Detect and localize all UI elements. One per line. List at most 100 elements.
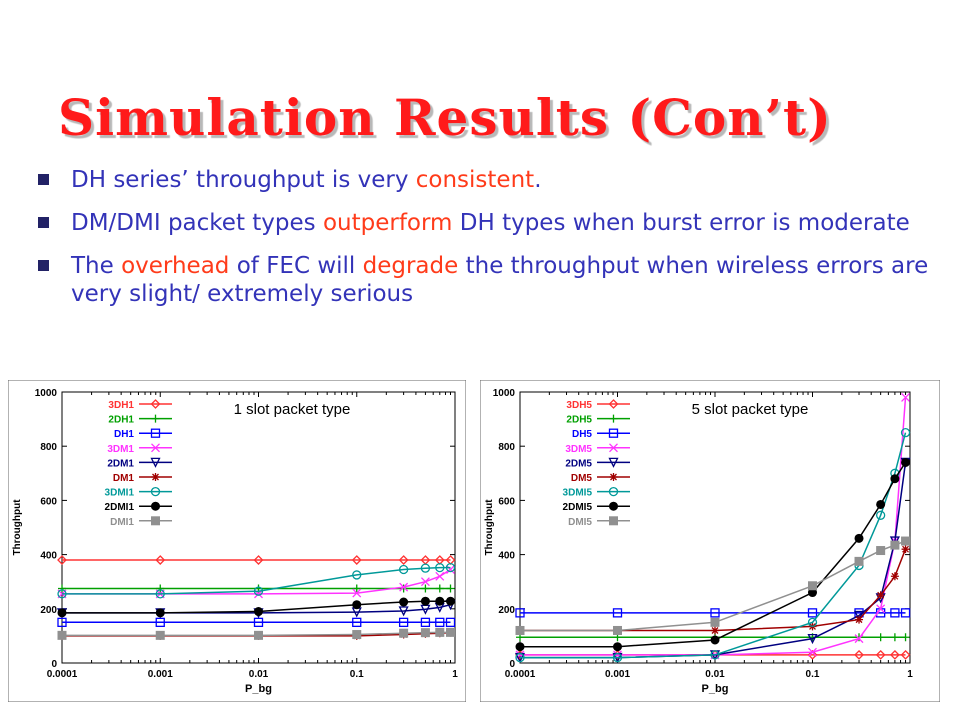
data-point (155, 555, 166, 565)
legend-marker (609, 501, 618, 511)
y-tick-label: 1000 (493, 388, 516, 399)
data-point (900, 428, 911, 438)
x-tick-label: 0.1 (806, 669, 820, 680)
data-point (807, 617, 818, 628)
x-tick-label: 0.0001 (505, 669, 536, 680)
series-DMI5 (515, 536, 911, 635)
data-point (875, 649, 886, 660)
data-point (435, 627, 445, 637)
data-point (890, 572, 899, 581)
legend-label: DMI5 (568, 517, 592, 528)
data-point (901, 545, 910, 554)
data-point (855, 633, 864, 642)
data-point (352, 570, 362, 580)
legend-label: 2DMI1 (105, 502, 135, 513)
data-point (854, 533, 864, 543)
data-point (889, 649, 900, 660)
data-point (612, 652, 623, 663)
y-tick-label: 600 (40, 496, 57, 507)
legend-label: 2DM5 (565, 458, 592, 469)
legend-label: DH1 (114, 429, 134, 440)
data-point (57, 555, 67, 565)
data-point (875, 510, 886, 520)
data-point (446, 565, 455, 574)
data-point (876, 591, 885, 600)
legend-label: DMI1 (110, 517, 134, 528)
legend-label: 3DH5 (566, 400, 592, 411)
data-point (420, 617, 431, 628)
data-point (710, 617, 720, 627)
data-point (352, 630, 362, 640)
series-DMI1 (57, 627, 456, 640)
legend-marker (151, 414, 160, 423)
legend-marker (609, 443, 618, 453)
series-2DH1 (58, 584, 455, 593)
data-point (399, 582, 409, 592)
legend: 3DH5 2DH5 DH5 3DM5 2DM5 DM5 3DMI5 2DMI5 DMI5 (563, 399, 630, 528)
data-point (900, 649, 911, 660)
data-point (399, 584, 408, 593)
data-point (445, 562, 456, 573)
data-point (399, 628, 409, 638)
data-point (515, 642, 525, 652)
legend-label: 3DM1 (107, 444, 134, 455)
chart-frame (480, 380, 940, 702)
data-point (254, 607, 263, 617)
x-axis-label: P_bg (245, 683, 272, 695)
data-point (421, 584, 430, 593)
data-point (435, 584, 444, 593)
data-point (711, 626, 719, 635)
data-point (398, 564, 409, 575)
bullet-square-icon (38, 217, 49, 228)
data-point (515, 608, 525, 618)
data-point (420, 596, 430, 606)
data-point (613, 642, 622, 652)
data-point (853, 610, 865, 622)
data-point (253, 555, 264, 565)
data-point (254, 630, 263, 640)
legend-label: 2DH1 (108, 415, 134, 426)
data-point (854, 649, 864, 660)
data-point (435, 562, 445, 573)
x-axis-label: P_bg (702, 683, 729, 695)
data-point (398, 617, 409, 628)
legend-label: DM1 (113, 473, 135, 484)
data-point (420, 563, 431, 573)
legend-label: 2DMI5 (563, 502, 593, 513)
series-DH1 (57, 617, 456, 628)
data-point (854, 556, 864, 566)
bullet-square-icon (38, 174, 49, 185)
data-point (155, 630, 165, 640)
legend-label: 3DMI5 (563, 488, 593, 499)
data-point (398, 606, 409, 617)
x-tick-label: 0.1 (350, 669, 364, 680)
y-tick-label: 400 (498, 551, 515, 562)
chart-frame (8, 380, 466, 702)
chart-5-slot: 0 200 400 600 800 1000 0.0001 0.001 0.01 0.1 1 P_bg… (480, 380, 940, 702)
data-point (855, 615, 864, 624)
y-tick-label: 800 (40, 442, 57, 453)
data-point (351, 555, 362, 565)
data-point (854, 634, 864, 644)
legend-marker (150, 486, 161, 497)
data-point (420, 577, 430, 587)
data-point (352, 584, 361, 593)
data-point (435, 571, 445, 581)
data-point (57, 608, 67, 618)
data-point (612, 608, 623, 618)
y-tick-label: 0 (509, 659, 515, 670)
slide-title: Simulation Results (Con’t) (58, 88, 832, 147)
bullet-item: The overhead of FEC will degrade the thr… (38, 252, 938, 308)
y-axis-label: Throughput (12, 499, 23, 556)
data-point (890, 474, 900, 484)
y-tick-label: 200 (40, 605, 57, 616)
data-point (58, 584, 66, 593)
data-point (710, 608, 720, 618)
x-tick-label: 0.01 (249, 669, 269, 680)
data-point (399, 597, 409, 607)
legend-marker (608, 428, 619, 438)
data-point (253, 586, 264, 596)
bullet-list: DH series’ throughput is very consistent… (38, 166, 938, 323)
legend-marker (609, 414, 618, 423)
legend-marker (608, 399, 619, 409)
